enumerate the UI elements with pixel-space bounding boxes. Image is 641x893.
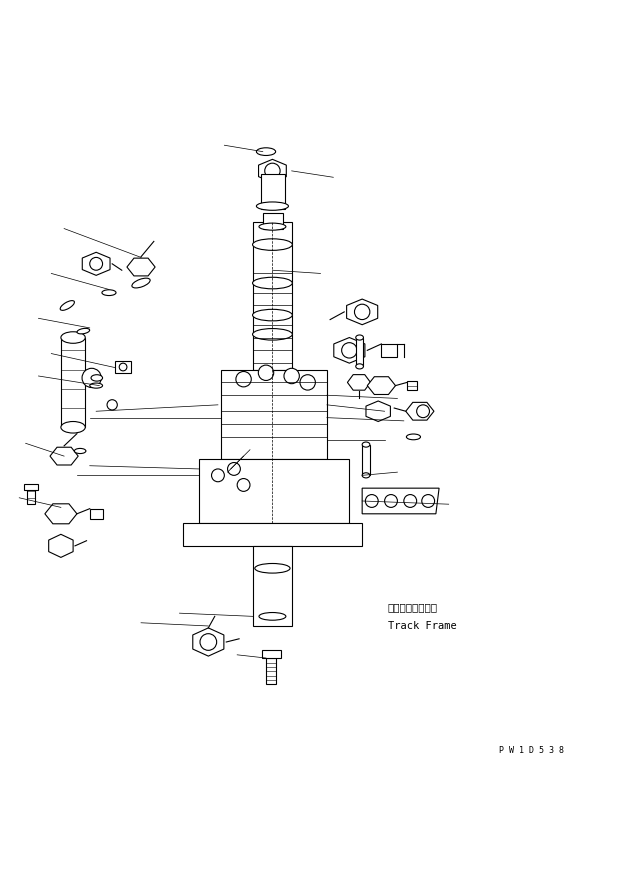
Bar (183, 523, 362, 546)
Ellipse shape (102, 289, 116, 296)
Polygon shape (258, 159, 287, 182)
Polygon shape (82, 253, 110, 275)
Circle shape (354, 305, 370, 320)
Ellipse shape (256, 202, 288, 210)
Bar (261, 174, 285, 209)
Circle shape (385, 495, 397, 507)
Circle shape (422, 495, 435, 507)
Polygon shape (347, 299, 378, 325)
Ellipse shape (61, 332, 85, 343)
Polygon shape (347, 375, 370, 390)
Ellipse shape (60, 301, 74, 311)
Ellipse shape (61, 421, 85, 433)
Ellipse shape (259, 613, 286, 621)
Circle shape (119, 363, 127, 371)
Polygon shape (45, 504, 77, 524)
Ellipse shape (253, 238, 292, 250)
Circle shape (107, 400, 117, 410)
Bar (90, 509, 103, 519)
Bar (266, 658, 276, 684)
Ellipse shape (91, 375, 103, 381)
Circle shape (90, 257, 103, 271)
Bar (115, 362, 131, 372)
Bar (407, 381, 417, 390)
Bar (199, 459, 349, 523)
Ellipse shape (74, 448, 86, 454)
Ellipse shape (77, 329, 90, 334)
Ellipse shape (255, 563, 290, 573)
Bar (24, 484, 38, 490)
Ellipse shape (356, 363, 363, 369)
Polygon shape (334, 338, 365, 363)
Circle shape (342, 343, 357, 358)
Ellipse shape (132, 278, 150, 288)
Circle shape (258, 365, 274, 380)
Ellipse shape (362, 442, 370, 447)
Bar (362, 445, 370, 475)
Ellipse shape (253, 329, 292, 340)
Circle shape (228, 463, 240, 475)
Circle shape (200, 634, 217, 650)
Ellipse shape (406, 434, 420, 439)
Bar (27, 485, 35, 505)
Ellipse shape (253, 309, 292, 321)
Bar (253, 546, 292, 626)
Text: P W 1 D 5 3 8: P W 1 D 5 3 8 (499, 747, 564, 755)
Polygon shape (367, 377, 395, 395)
Circle shape (365, 495, 378, 507)
Ellipse shape (256, 148, 276, 155)
Polygon shape (406, 403, 434, 420)
Polygon shape (50, 447, 78, 465)
Bar (221, 370, 327, 459)
Ellipse shape (362, 472, 370, 478)
Polygon shape (127, 258, 155, 276)
Circle shape (82, 368, 101, 388)
Circle shape (284, 368, 299, 384)
Circle shape (212, 469, 224, 481)
Polygon shape (366, 401, 390, 421)
Ellipse shape (90, 383, 103, 388)
Circle shape (404, 495, 417, 507)
Circle shape (300, 375, 315, 390)
Bar (253, 222, 292, 370)
Circle shape (237, 479, 250, 491)
Ellipse shape (259, 223, 286, 230)
Bar (381, 344, 397, 357)
Bar (262, 650, 281, 658)
Circle shape (417, 405, 429, 418)
Circle shape (236, 371, 251, 387)
Circle shape (265, 163, 280, 179)
Bar (356, 338, 363, 366)
Bar (61, 338, 85, 427)
Polygon shape (193, 628, 224, 656)
Polygon shape (362, 488, 439, 513)
Ellipse shape (253, 277, 292, 288)
Polygon shape (49, 534, 73, 557)
Text: Track Frame: Track Frame (388, 621, 456, 631)
Ellipse shape (356, 335, 363, 340)
Text: トラックフレーム: トラックフレーム (388, 602, 438, 612)
Bar (263, 213, 283, 229)
